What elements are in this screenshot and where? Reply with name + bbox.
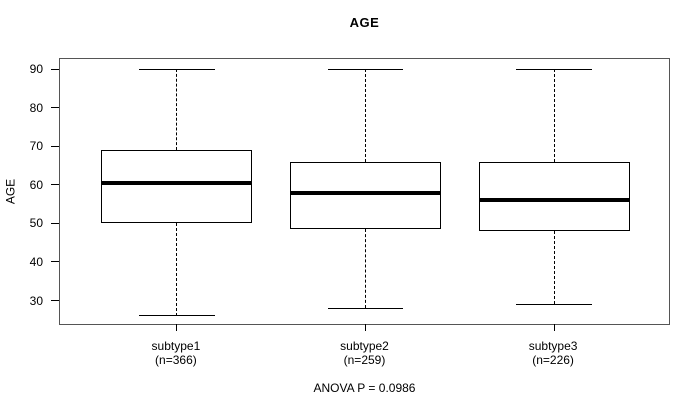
iqr-box [478, 161, 630, 232]
x-tick-mark [553, 324, 555, 331]
median-line [290, 190, 441, 195]
chart-title: AGE [349, 15, 380, 30]
whisker-cap-bottom [327, 307, 404, 309]
y-tick-label: 90 [29, 62, 43, 77]
iqr-box [290, 161, 441, 230]
x-tick-mark [176, 324, 178, 331]
group-label: subtype1 (n=366) [101, 339, 251, 367]
y-tick-label: 50 [29, 216, 43, 231]
whisker-cap-bottom [516, 303, 592, 305]
group-label: subtype3 (n=226) [478, 339, 628, 367]
group-label-name: subtype2 [340, 339, 389, 353]
group-label-count: (n=226) [532, 353, 574, 367]
y-tick-label: 40 [29, 254, 43, 269]
y-tick-mark [51, 261, 59, 263]
whisker-upper-line [176, 69, 178, 151]
whisker-upper-line [365, 69, 366, 162]
y-tick-mark [51, 68, 59, 70]
median-line [101, 180, 253, 185]
anova-annotation: ANOVA P = 0.0986 [313, 381, 416, 395]
whisker-lower-line [176, 223, 178, 316]
group-label-count: (n=366) [155, 353, 197, 367]
x-tick-mark [365, 324, 366, 331]
y-tick-label: 80 [29, 100, 43, 115]
plot-area: 30 40 50 60 70 80 90 [30, 58, 670, 331]
whisker-lower-line [365, 229, 366, 309]
group-label-count: (n=259) [343, 353, 386, 367]
y-tick-mark [51, 107, 59, 109]
group-label-name: subtype3 [528, 339, 578, 353]
whisker-lower-line [553, 231, 555, 305]
y-tick-mark [51, 222, 59, 224]
y-tick-mark [51, 300, 59, 302]
y-tick-mark [51, 184, 59, 186]
y-tick-label: 30 [29, 293, 43, 308]
group-label-name: subtype1 [151, 339, 201, 353]
median-line [478, 198, 630, 203]
y-tick-mark [51, 145, 59, 147]
y-tick-label: 70 [29, 139, 43, 154]
iqr-box [101, 150, 253, 224]
whisker-cap-bottom [139, 315, 215, 317]
whisker-upper-line [553, 69, 555, 162]
whisker-cap-top [139, 68, 215, 70]
group-label: subtype2 (n=259) [290, 339, 440, 367]
whisker-cap-top [327, 68, 404, 70]
whisker-cap-top [516, 68, 592, 70]
y-tick-label: 60 [29, 177, 43, 192]
